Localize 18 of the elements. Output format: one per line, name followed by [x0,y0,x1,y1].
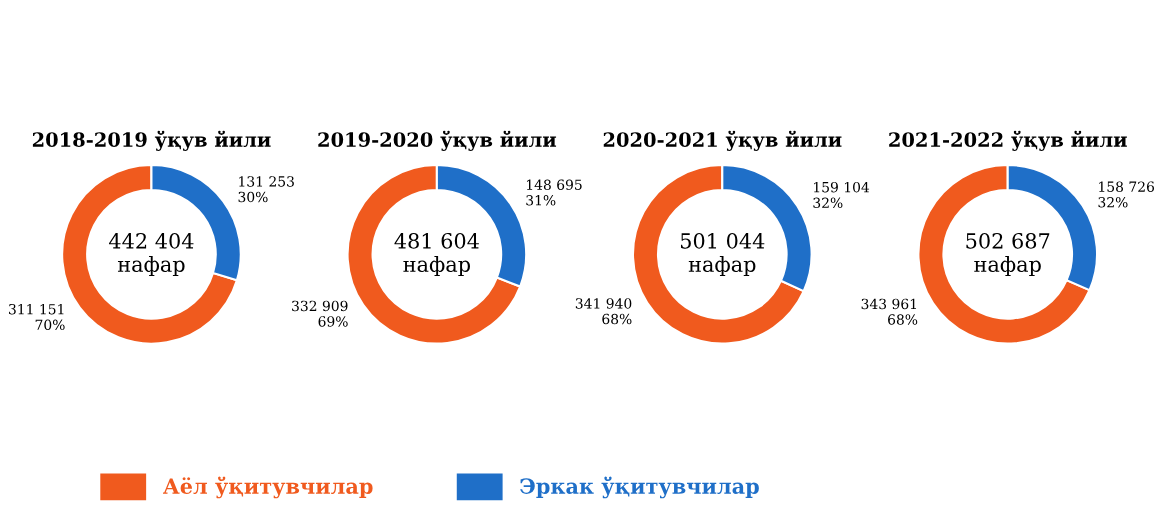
data-label: 148 695 31% [526,179,582,206]
data-label: 343 961 68% [861,298,918,325]
text: 442 404 нафар [109,232,194,277]
data-label: 332 909 69% [292,300,348,327]
data-label: 341 940 68% [575,298,632,325]
chart-title: 2020-2021 ўқув йили [603,130,842,151]
legend-label: Эркак ўқитувчилар [520,476,759,499]
text: 501 044 нафар [680,232,765,277]
data-label: 131 253 30% [238,176,294,203]
text: 502 687 нафар [966,232,1050,277]
chart-title: 2018-2019 ўқув йили [32,130,271,151]
chart-title: 2021-2022 ўқув йили [889,130,1127,151]
legend-label: Аёл ўқитувчилар [163,476,373,499]
chart-title: 2019-2020 ўқув йили [318,130,557,151]
data-label: 159 104 32% [813,181,870,208]
data-label: 311 151 70% [9,303,65,331]
text: 481 604 нафар [394,232,479,277]
data-label: 158 726 32% [1098,181,1155,208]
